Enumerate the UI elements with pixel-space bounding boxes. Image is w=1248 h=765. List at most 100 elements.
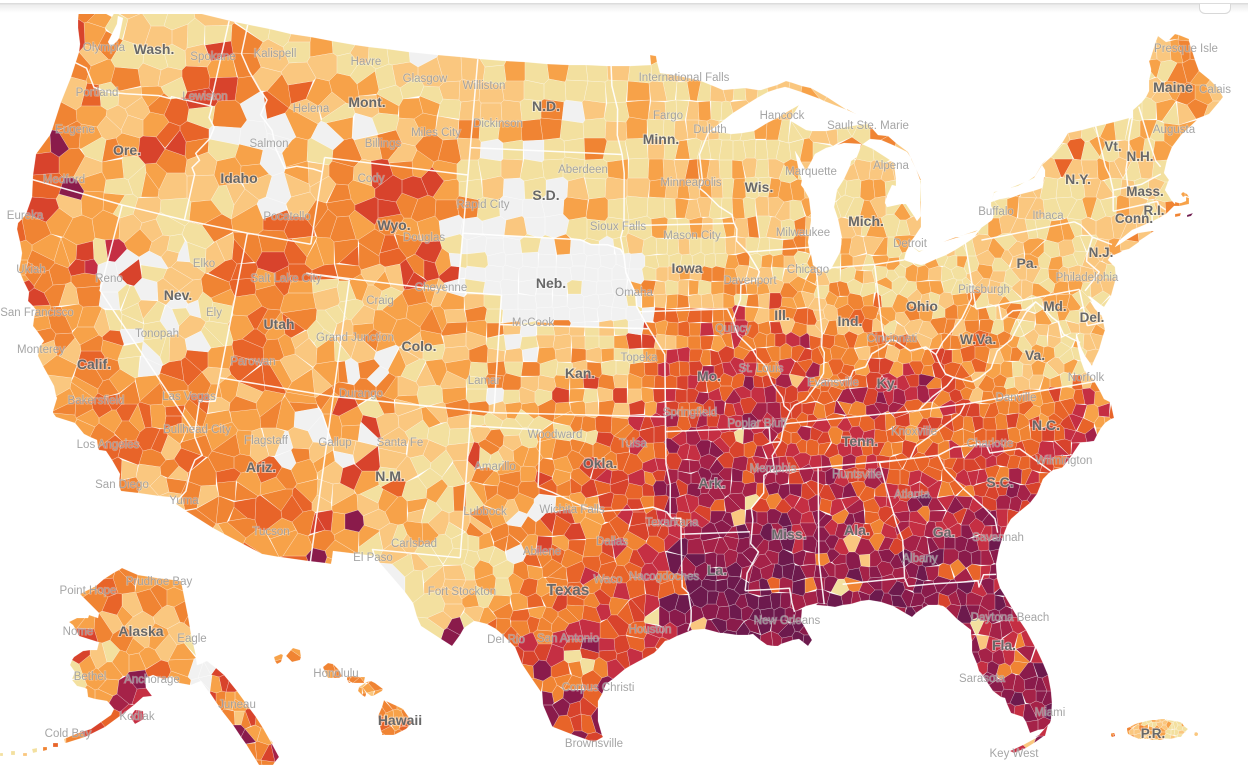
- svg-text:Bullhead City: Bullhead City: [163, 424, 231, 436]
- svg-text:Idaho: Idaho: [220, 170, 257, 186]
- svg-text:Duluth: Duluth: [693, 124, 726, 136]
- svg-text:Wis.: Wis.: [745, 179, 774, 195]
- svg-text:Miami: Miami: [1035, 707, 1066, 719]
- svg-text:N.M.: N.M.: [375, 468, 405, 484]
- svg-text:Wichita Falls: Wichita Falls: [539, 504, 604, 516]
- svg-text:Ala.: Ala.: [844, 522, 870, 538]
- svg-text:Cody: Cody: [358, 173, 385, 185]
- svg-text:Huntsville: Huntsville: [832, 469, 882, 481]
- svg-text:Pittsburgh: Pittsburgh: [958, 284, 1010, 296]
- svg-text:Douglas: Douglas: [403, 232, 445, 244]
- svg-text:Daytona Beach: Daytona Beach: [971, 612, 1050, 624]
- svg-text:Salmon: Salmon: [250, 138, 289, 150]
- svg-text:Iowa: Iowa: [671, 260, 702, 276]
- svg-text:Bakersfield: Bakersfield: [68, 395, 125, 407]
- svg-text:Dallas: Dallas: [596, 536, 628, 548]
- svg-text:Flagstaff: Flagstaff: [244, 435, 289, 447]
- svg-text:Atlanta: Atlanta: [894, 489, 930, 501]
- svg-text:Calais: Calais: [1199, 84, 1231, 96]
- svg-text:Kalispell: Kalispell: [254, 48, 297, 60]
- svg-text:Colo.: Colo.: [402, 338, 437, 354]
- svg-text:Tonopah: Tonopah: [135, 328, 179, 340]
- svg-text:Ind.: Ind.: [838, 313, 863, 329]
- svg-text:Key West: Key West: [990, 748, 1040, 760]
- svg-text:Billings: Billings: [365, 138, 402, 150]
- svg-text:Minn.: Minn.: [643, 131, 680, 147]
- svg-text:Ely: Ely: [206, 307, 222, 319]
- svg-text:Tucson: Tucson: [252, 526, 289, 538]
- svg-text:Cold Bay: Cold Bay: [45, 728, 92, 740]
- svg-text:Eugene: Eugene: [55, 124, 95, 136]
- svg-text:Corpus Christi: Corpus Christi: [562, 682, 635, 694]
- svg-text:Marquette: Marquette: [785, 166, 837, 178]
- svg-text:Maine: Maine: [1153, 79, 1193, 95]
- svg-text:Lubbock: Lubbock: [463, 506, 507, 518]
- svg-text:Knoxville: Knoxville: [891, 426, 937, 438]
- svg-text:Dickinson: Dickinson: [473, 118, 523, 130]
- svg-text:Topeka: Topeka: [620, 352, 658, 364]
- svg-text:Cheyenne: Cheyenne: [415, 282, 467, 294]
- svg-text:Del.: Del.: [1080, 310, 1105, 325]
- svg-text:Sault Ste. Marie: Sault Ste. Marie: [827, 120, 909, 132]
- svg-text:Miles City: Miles City: [411, 127, 461, 139]
- svg-text:Parowan: Parowan: [230, 356, 275, 368]
- svg-text:Monterey: Monterey: [17, 344, 65, 356]
- svg-text:McCook: McCook: [512, 317, 554, 329]
- svg-text:Norfolk: Norfolk: [1068, 372, 1105, 384]
- svg-text:Miss.: Miss.: [771, 526, 806, 542]
- svg-text:Nome: Nome: [63, 626, 94, 638]
- svg-text:Grand Junction: Grand Junction: [316, 332, 394, 344]
- svg-text:Lewiston: Lewiston: [182, 91, 227, 103]
- svg-text:Rapid City: Rapid City: [456, 199, 509, 211]
- svg-text:Alpena: Alpena: [873, 160, 909, 172]
- svg-text:San Diego: San Diego: [95, 479, 149, 491]
- svg-text:Calif.: Calif.: [77, 356, 111, 372]
- svg-text:Okla.: Okla.: [583, 455, 617, 471]
- svg-text:Reno: Reno: [95, 273, 123, 285]
- svg-text:N.H.: N.H.: [1127, 149, 1154, 164]
- svg-text:Gallup: Gallup: [318, 437, 351, 449]
- svg-text:Nev.: Nev.: [164, 287, 193, 303]
- svg-text:Amarillo: Amarillo: [474, 461, 516, 473]
- svg-text:Tulsa: Tulsa: [619, 438, 647, 450]
- svg-text:Danville: Danville: [996, 392, 1037, 404]
- svg-text:Cincinnati: Cincinnati: [867, 333, 918, 345]
- svg-text:Wyo.: Wyo.: [377, 217, 410, 233]
- svg-text:Memphis: Memphis: [750, 463, 797, 475]
- svg-text:Elko: Elko: [193, 258, 215, 270]
- svg-text:Ariz.: Ariz.: [246, 459, 276, 475]
- svg-text:Woodward: Woodward: [528, 429, 583, 441]
- svg-text:Neb.: Neb.: [536, 275, 566, 291]
- svg-text:Poplar Bluff: Poplar Bluff: [727, 418, 787, 430]
- svg-text:Hawaii: Hawaii: [378, 712, 422, 728]
- svg-text:Fargo: Fargo: [653, 110, 683, 122]
- svg-text:Pa.: Pa.: [1016, 255, 1037, 271]
- svg-text:Chicago: Chicago: [787, 264, 829, 276]
- svg-text:Ore.: Ore.: [113, 142, 141, 158]
- svg-text:Ukiah: Ukiah: [16, 264, 45, 276]
- svg-text:Craig: Craig: [366, 295, 393, 307]
- svg-text:Omaha: Omaha: [615, 287, 653, 299]
- svg-text:Hancock: Hancock: [760, 110, 805, 122]
- svg-text:Santa Fe: Santa Fe: [377, 437, 424, 449]
- svg-text:St. Louis: St. Louis: [739, 363, 784, 375]
- svg-text:San Antonio: San Antonio: [537, 633, 599, 645]
- svg-text:Williston: Williston: [463, 80, 506, 92]
- svg-text:Medford: Medford: [43, 174, 85, 186]
- svg-text:San Francisco: San Francisco: [0, 307, 74, 319]
- svg-text:Springfield: Springfield: [663, 407, 717, 419]
- svg-text:Salt Lake City: Salt Lake City: [251, 273, 322, 285]
- svg-text:Evansville: Evansville: [807, 377, 859, 389]
- svg-text:Anchorage: Anchorage: [124, 674, 180, 686]
- svg-text:Wilmington: Wilmington: [1036, 455, 1093, 467]
- svg-text:Waco: Waco: [594, 574, 623, 586]
- svg-text:Durango: Durango: [339, 388, 383, 400]
- svg-text:Olympia: Olympia: [83, 42, 126, 54]
- svg-text:Mason City: Mason City: [663, 230, 721, 242]
- svg-text:La.: La.: [707, 562, 727, 578]
- svg-text:Point Hope: Point Hope: [60, 585, 117, 597]
- svg-text:Conn.: Conn.: [1115, 211, 1153, 226]
- svg-text:Juneau: Juneau: [218, 699, 256, 711]
- svg-text:Kodiak: Kodiak: [119, 711, 154, 723]
- svg-text:Nacogdoches: Nacogdoches: [629, 571, 700, 583]
